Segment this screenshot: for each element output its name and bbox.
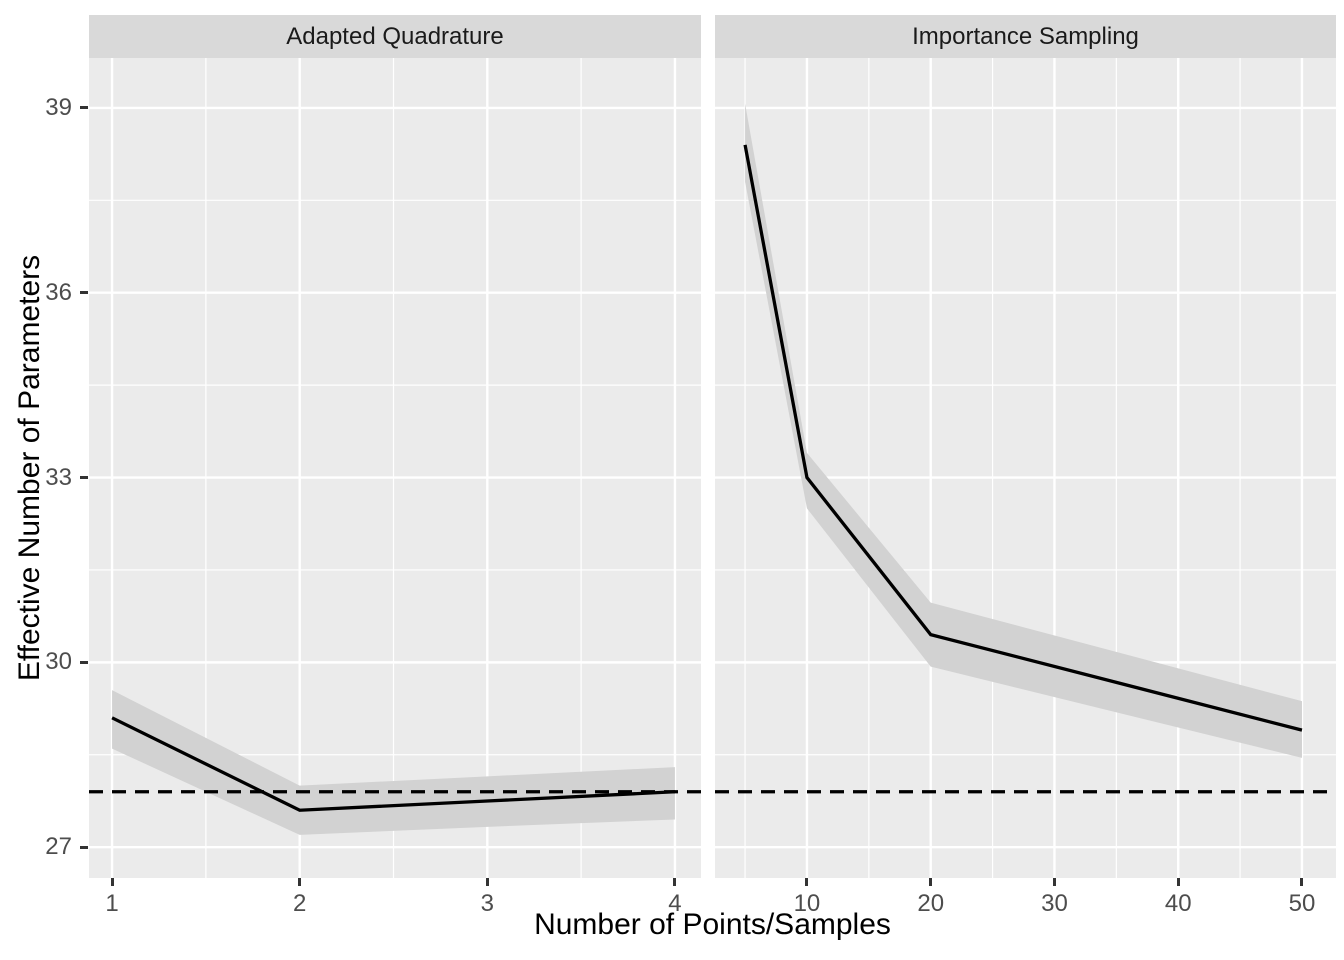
y-tick-mark (80, 845, 88, 849)
y-tick-mark (80, 106, 88, 110)
y-tick-mark (80, 291, 88, 295)
x-tick-label: 3 (480, 890, 494, 917)
x-tick-label: 10 (793, 890, 821, 917)
x-tick-mark (1176, 878, 1180, 886)
y-tick-label: 27 (45, 833, 72, 861)
panel-importance-sampling (715, 58, 1336, 878)
x-tick-mark (485, 878, 489, 886)
data-line (111, 716, 676, 812)
x-tick-mark (929, 878, 933, 886)
x-tick-label: 1 (105, 890, 119, 917)
data-line (743, 144, 1303, 732)
y-tick-label: 36 (45, 278, 72, 306)
y-tick-label: 30 (45, 648, 72, 676)
facet-strip-adapted-quadrature: Adapted Quadrature (89, 15, 701, 58)
x-tick-mark (1300, 878, 1304, 886)
x-tick-label: 30 (1041, 890, 1068, 917)
facet-strip-label: Importance Sampling (912, 22, 1139, 50)
confidence-ribbon (745, 103, 1302, 758)
x-tick-label: 4 (668, 890, 682, 917)
y-tick-mark (80, 660, 88, 664)
facet-strip-importance-sampling: Importance Sampling (715, 15, 1336, 58)
x-tick-mark (1052, 878, 1056, 886)
x-tick-label: 40 (1164, 890, 1192, 917)
x-tick-label: 20 (917, 890, 945, 917)
x-tick-mark (298, 878, 302, 886)
x-tick-label: 50 (1288, 890, 1316, 917)
x-tick-mark (805, 878, 809, 886)
y-tick-label: 39 (45, 93, 72, 121)
x-tick-mark (110, 878, 114, 886)
y-tick-mark (80, 476, 88, 480)
x-tick-label: 2 (293, 890, 307, 917)
x-axis-title: Number of Points/Samples (534, 908, 891, 941)
panel-adapted-quadrature (89, 58, 701, 878)
y-tick-label: 33 (45, 463, 72, 491)
facet-strip-label: Adapted Quadrature (286, 22, 504, 50)
x-tick-mark (673, 878, 677, 886)
